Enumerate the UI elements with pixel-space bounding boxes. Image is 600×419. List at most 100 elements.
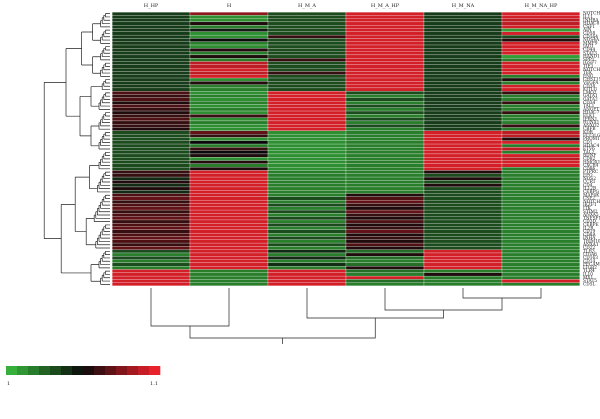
- heatmap-cell: [267, 242, 347, 247]
- heatmap-cell: [423, 11, 503, 16]
- heatmap-cell: [189, 117, 269, 122]
- heatmap-cell: [189, 203, 269, 207]
- column-label: H: [227, 3, 232, 9]
- heatmap-cell: [501, 58, 581, 62]
- column-label: H_M_A_HP: [371, 3, 400, 9]
- heatmap-cell: [111, 147, 191, 151]
- heatmap-cell: [345, 266, 425, 270]
- heatmap-cell: [189, 147, 269, 151]
- row-label: CD1: [583, 140, 593, 145]
- heatmap-cell: [423, 213, 503, 217]
- column-label: H_M_A: [298, 3, 316, 9]
- heatmap-cell: [267, 275, 347, 280]
- dendrogram-branch: [103, 80, 110, 87]
- color-scale-swatch: [61, 366, 73, 375]
- heatmap-cell: [345, 18, 425, 23]
- heatmap-cell: [345, 84, 425, 89]
- heatmap-cell: [189, 110, 269, 115]
- heatmap-cell: [111, 157, 191, 161]
- heatmap-cell: [189, 160, 269, 164]
- heatmap-cell: [501, 11, 581, 16]
- heatmap-cell: [345, 74, 425, 79]
- heatmap-cell: [345, 140, 425, 145]
- heatmap-cell: [189, 170, 269, 174]
- heatmap-cell: [423, 51, 503, 56]
- heatmap-cell: [501, 193, 581, 197]
- heatmap-cells: [111, 11, 581, 287]
- heatmap-cell: [111, 233, 191, 237]
- row-label: KDR: [583, 131, 594, 136]
- heatmap-cell: [267, 266, 347, 270]
- dendrogram-branch: [101, 274, 110, 282]
- heatmap-cell: [189, 101, 269, 105]
- heatmap-cell: [111, 176, 191, 181]
- heatmap-cell: [345, 81, 425, 85]
- heatmap-cell: [189, 137, 269, 141]
- heatmap-cell: [267, 272, 347, 277]
- heatmap-cell: [345, 87, 425, 92]
- heatmap-cell: [423, 94, 503, 98]
- heatmap-cell: [501, 114, 581, 118]
- heatmap-cell: [267, 134, 347, 138]
- heatmap-cell: [501, 272, 581, 277]
- heatmap-cell: [189, 51, 269, 56]
- heatmap-cell: [111, 97, 191, 102]
- row-label: INHA: [583, 236, 596, 241]
- heatmap-cell: [267, 153, 347, 158]
- heatmap-cell: [111, 213, 191, 217]
- heatmap-cell: [501, 74, 581, 79]
- heatmap-cell: [189, 219, 269, 224]
- heatmap-cell: [111, 107, 191, 112]
- row-label: IL12B: [583, 187, 596, 192]
- heatmap-cell: [111, 259, 191, 264]
- dendrogram-branch: [306, 288, 444, 319]
- row-label: STAT3: [583, 51, 597, 56]
- heatmap-cell: [345, 246, 425, 250]
- heatmap-cell: [501, 137, 581, 141]
- dendrogram-branch: [105, 29, 110, 34]
- heatmap-cell: [423, 117, 503, 122]
- heatmap-cell: [345, 173, 425, 178]
- heatmap-cell: [501, 51, 581, 56]
- heatmap-cell: [267, 173, 347, 178]
- row-label: ELK1: [583, 114, 595, 119]
- heatmap-cell: [345, 77, 425, 82]
- heatmap-cell: [501, 97, 581, 102]
- heatmap-cell: [423, 216, 503, 221]
- heatmap-cell: [423, 262, 503, 267]
- heatmap-cell: [423, 58, 503, 62]
- heatmap-cell: [345, 91, 425, 95]
- heatmap-cell: [189, 153, 269, 158]
- row-label: PTPRC: [583, 170, 599, 175]
- dendrogram-branch: [105, 194, 110, 199]
- heatmap-cell: [267, 252, 347, 257]
- heatmap-cell: [423, 140, 503, 145]
- heatmap-cell: [501, 216, 581, 221]
- heatmap-cell: [345, 38, 425, 42]
- heatmap-cell: [345, 160, 425, 164]
- heatmap-cell: [501, 87, 581, 92]
- heatmap-cell: [345, 282, 425, 287]
- heatmap-cell: [111, 25, 191, 29]
- column-labels: H_HP H H_M_A H_M_A_HP H_M_NA H_M_NA_HP: [144, 3, 558, 9]
- heatmap-cell: [267, 18, 347, 23]
- heatmap-cell: [111, 196, 191, 201]
- dendrogram-branch: [105, 112, 110, 117]
- heatmap-cell: [345, 163, 425, 168]
- heatmap-cell: [189, 190, 269, 194]
- heatmap-cell: [111, 223, 191, 227]
- heatmap-cell: [345, 67, 425, 72]
- heatmap-cell: [267, 229, 347, 234]
- heatmap-cell: [189, 196, 269, 201]
- heatmap-cell: [501, 219, 581, 224]
- column-dendrogram: [150, 288, 542, 344]
- heatmap-cell: [423, 180, 503, 184]
- dendrogram-branch: [101, 17, 110, 24]
- heatmap-cell: [111, 64, 191, 69]
- color-scale-swatch: [6, 366, 18, 375]
- color-scale-swatch: [116, 366, 128, 375]
- heatmap-cell: [189, 127, 269, 131]
- heatmap-cell: [423, 91, 503, 95]
- heatmap-cell: [267, 44, 347, 49]
- heatmap-cell: [267, 157, 347, 161]
